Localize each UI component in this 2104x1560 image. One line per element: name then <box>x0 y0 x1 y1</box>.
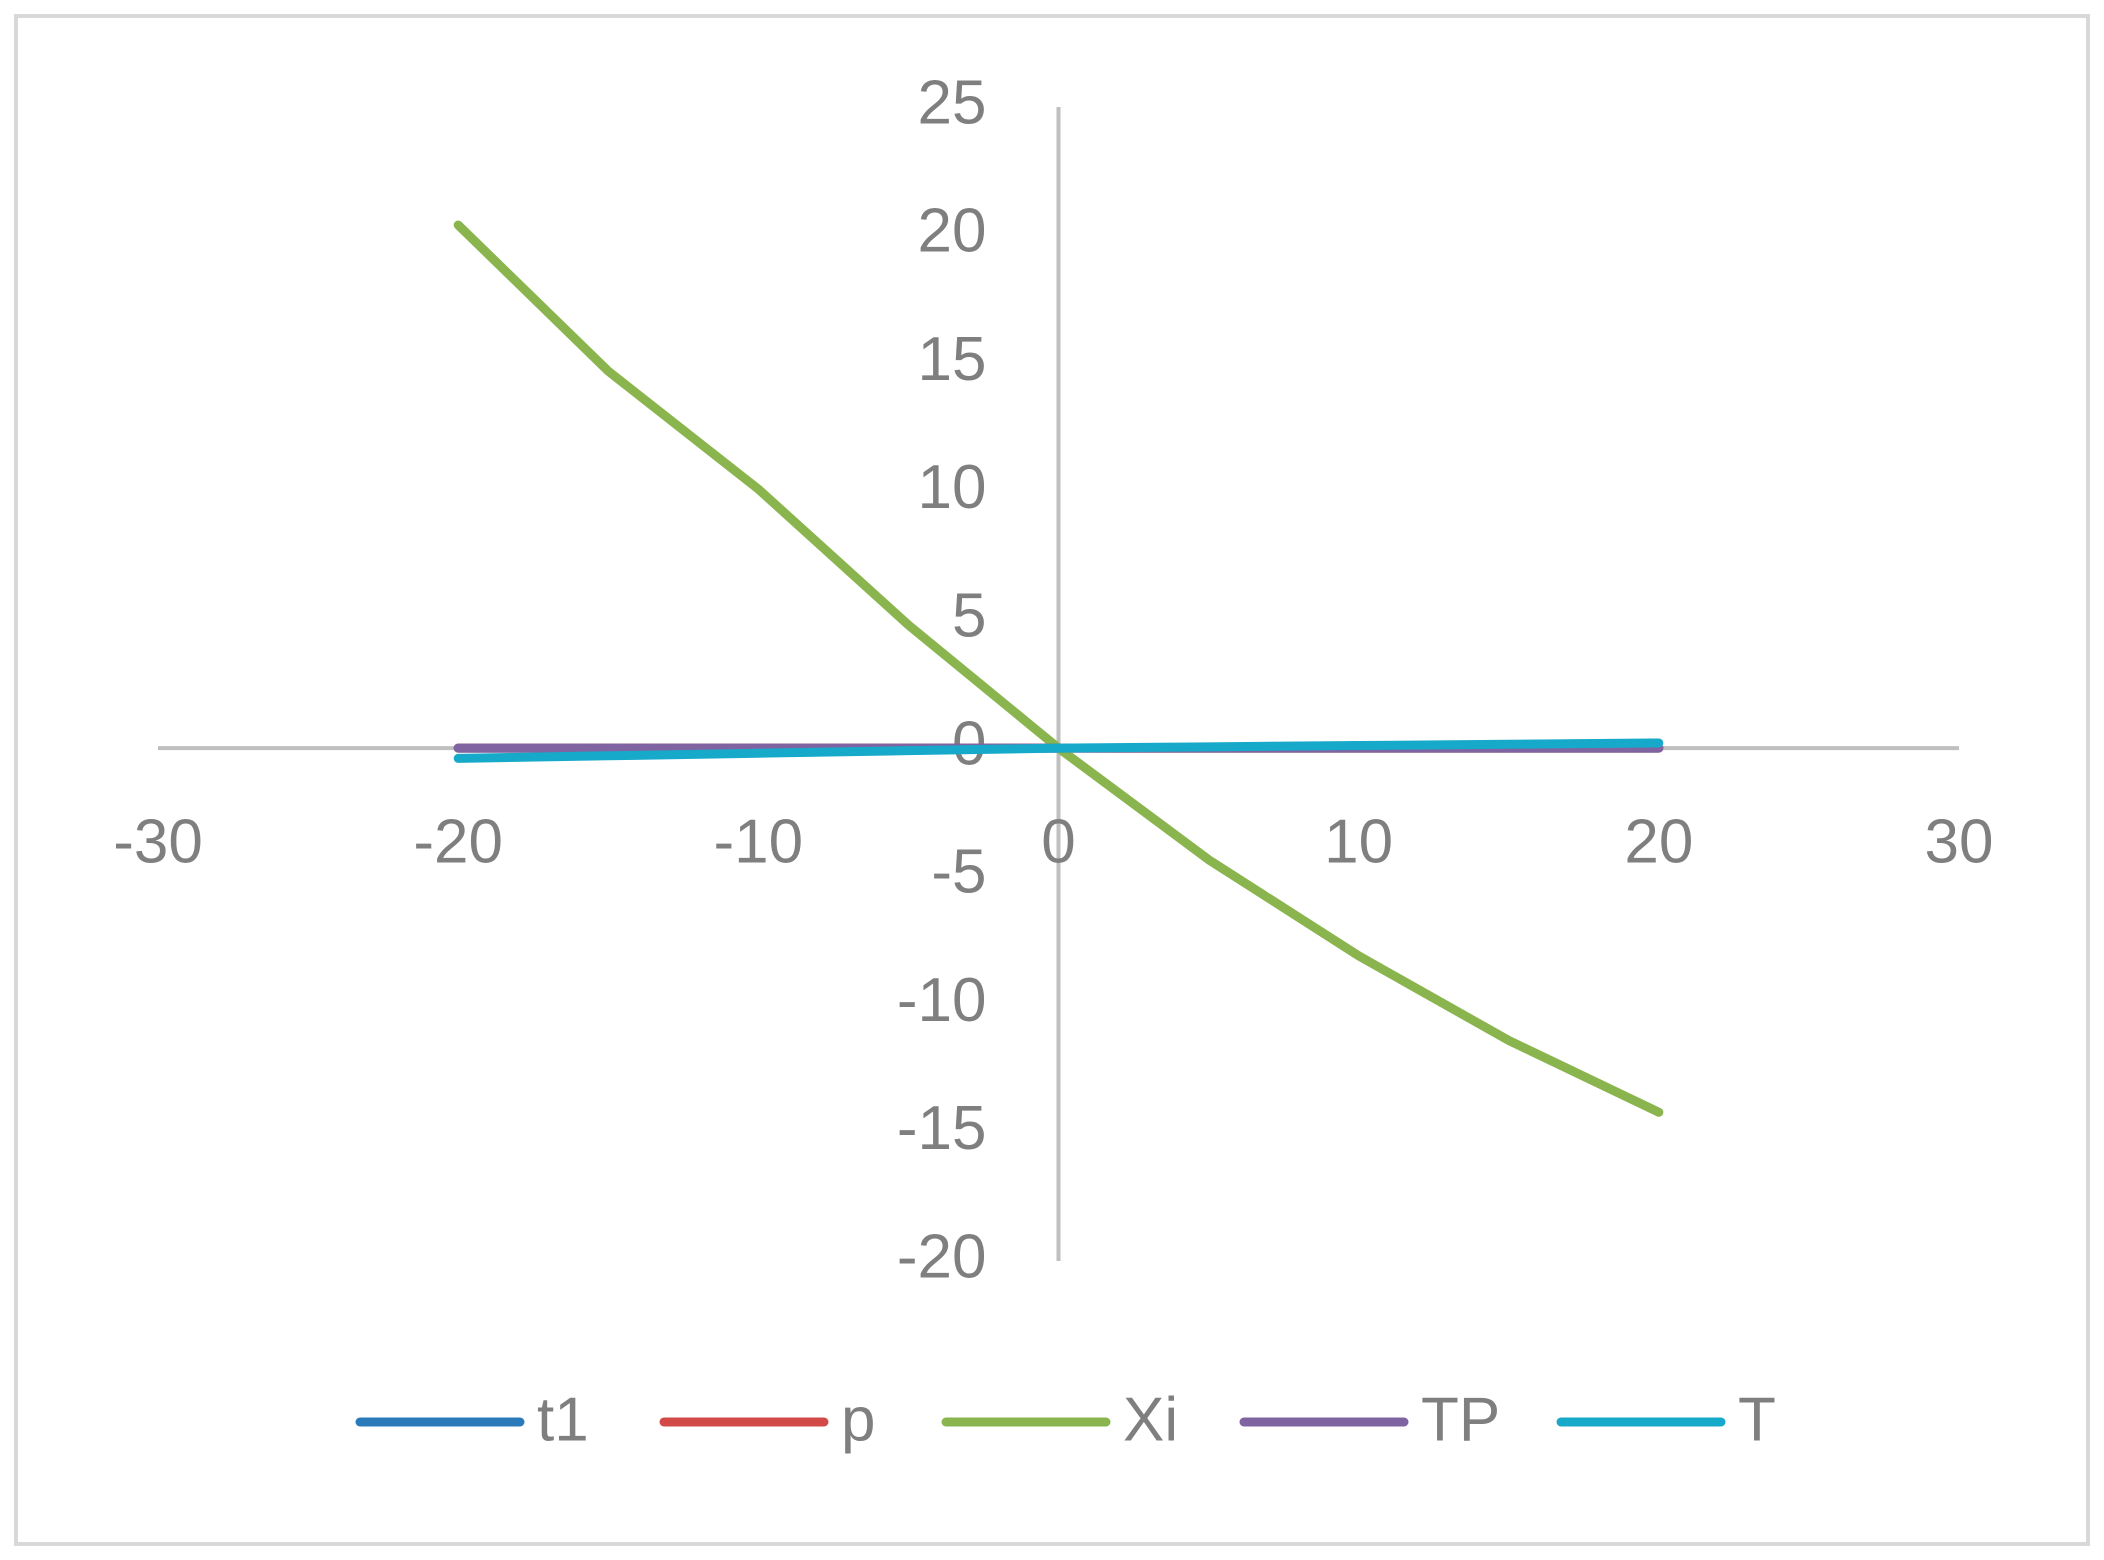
y-tick-label: -15 <box>897 1094 987 1163</box>
legend-label: TP <box>1421 1385 1500 1454</box>
x-tick-label: 30 <box>1925 807 1994 876</box>
x-tick-label: -10 <box>714 807 804 876</box>
series-line <box>453 738 1664 763</box>
chart-border <box>14 14 2090 1546</box>
legend-label: Xi <box>1123 1385 1178 1454</box>
y-tick-label: 25 <box>918 68 987 137</box>
y-tick-label: -5 <box>931 838 986 907</box>
legend-label: T <box>1738 1385 1776 1454</box>
y-tick-label: 5 <box>952 581 986 650</box>
x-tick-label: 10 <box>1324 807 1393 876</box>
legend-label: t1 <box>537 1385 589 1454</box>
y-tick-label: 10 <box>918 453 987 522</box>
x-tick-label: -30 <box>113 807 203 876</box>
y-tick-label: 20 <box>918 197 987 266</box>
y-tick-label: -20 <box>897 1222 987 1291</box>
x-tick-label: 0 <box>1041 807 1075 876</box>
y-tick-label: -10 <box>897 966 987 1035</box>
y-tick-label: 15 <box>918 325 987 394</box>
x-tick-label: 20 <box>1624 807 1693 876</box>
legend-label: p <box>841 1385 875 1454</box>
x-tick-label: -20 <box>413 807 503 876</box>
